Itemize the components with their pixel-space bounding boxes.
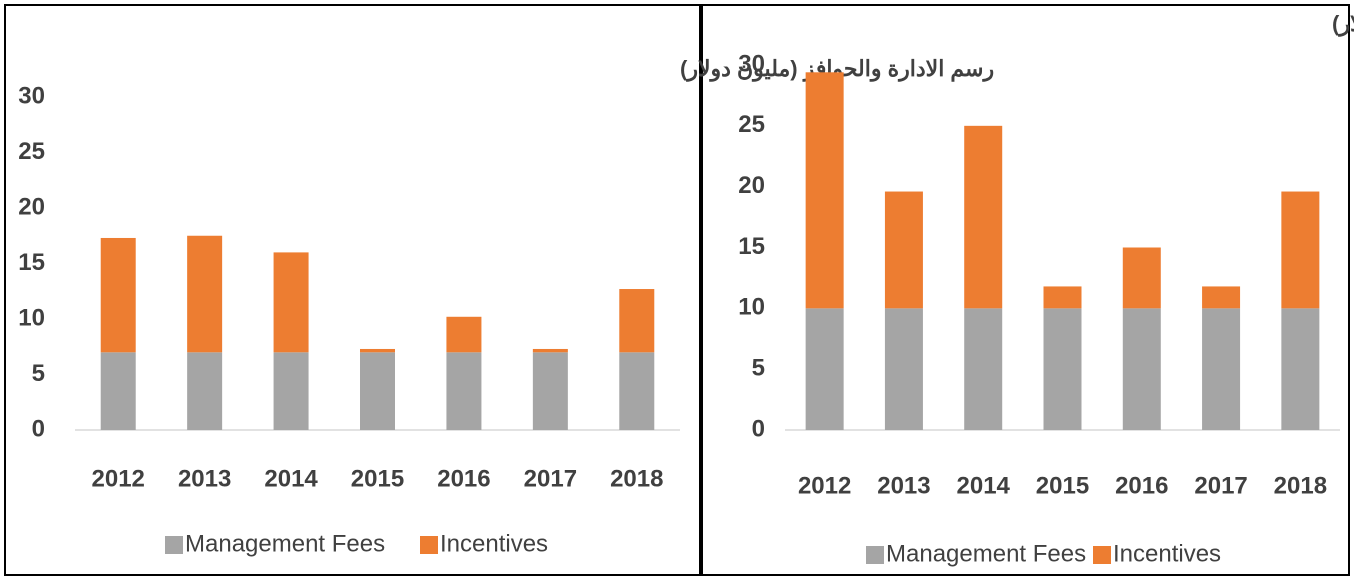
legend-label: Management Fees	[185, 530, 385, 557]
bar-segment	[273, 252, 309, 353]
y-tick-label: 10	[18, 304, 45, 331]
x-tick-label: 2018	[610, 465, 663, 492]
y-tick-label: 15	[738, 233, 765, 260]
right-panel-border	[701, 4, 1350, 576]
x-tick-label: 2016	[437, 465, 490, 492]
bar-segment	[273, 352, 309, 430]
legend-label: Incentives	[440, 530, 548, 557]
x-tick-label: 2013	[178, 465, 231, 492]
x-tick-label: 2015	[1036, 472, 1089, 499]
x-tick-label: 2018	[1274, 472, 1327, 499]
bar-segment	[100, 237, 136, 353]
x-tick-label: 2015	[351, 465, 404, 492]
bar-segment	[1122, 308, 1161, 430]
bar-segment	[360, 352, 395, 430]
legend-swatch	[866, 546, 884, 564]
bar-segment	[1043, 308, 1082, 430]
y-tick-label: 0	[752, 415, 765, 442]
bar-segment	[100, 352, 136, 430]
y-tick-label: 20	[738, 172, 765, 199]
y-tick-label: 15	[18, 249, 45, 276]
bar-segment	[1122, 247, 1161, 309]
bar-segment	[805, 308, 844, 430]
x-tick-label: 2012	[92, 465, 145, 492]
y-tick-label: 25	[738, 111, 765, 138]
bar-segment	[964, 308, 1003, 430]
y-tick-label: 25	[18, 138, 45, 165]
y-tick-label: 5	[752, 355, 765, 382]
x-tick-label: 2012	[798, 472, 851, 499]
bar-segment	[1043, 286, 1082, 309]
bar-segment	[360, 348, 395, 353]
left-panel-border	[4, 4, 701, 576]
y-tick-label: 30	[738, 50, 765, 77]
bar-segment	[619, 352, 655, 430]
bar-segment	[1202, 286, 1241, 309]
legend-swatch	[420, 536, 438, 554]
legend-swatch	[1093, 546, 1111, 564]
y-tick-label: 0	[32, 415, 45, 442]
x-tick-label: 2016	[1115, 472, 1168, 499]
bar-segment	[532, 348, 568, 353]
bar-segment	[1281, 308, 1320, 430]
y-tick-label: 30	[18, 82, 45, 109]
legend-label: Incentives	[1113, 540, 1221, 567]
bar-segment	[187, 235, 223, 353]
y-tick-label: 20	[18, 193, 45, 220]
x-tick-label: 2013	[877, 472, 930, 499]
bar-segment	[1202, 308, 1241, 430]
bar-segment	[1281, 191, 1320, 309]
x-tick-label: 2017	[1194, 472, 1247, 499]
x-tick-label: 2014	[264, 465, 318, 492]
bar-segment	[884, 191, 923, 309]
chart-title: رسم الادارة والحوافز (مليون دولار)	[1332, 11, 1354, 37]
bar-segment	[446, 316, 482, 353]
legend-label: Management Fees	[886, 540, 1086, 567]
bar-segment	[805, 72, 844, 309]
x-tick-label: 2014	[957, 472, 1011, 499]
y-tick-label: 5	[32, 360, 45, 387]
bar-segment	[619, 289, 655, 353]
y-tick-label: 10	[738, 294, 765, 321]
bar-segment	[446, 352, 482, 430]
x-tick-label: 2017	[524, 465, 577, 492]
bar-segment	[532, 352, 568, 430]
bar-segment	[187, 352, 223, 430]
bar-segment	[884, 308, 923, 430]
legend-swatch	[165, 536, 183, 554]
bar-segment	[964, 125, 1003, 309]
